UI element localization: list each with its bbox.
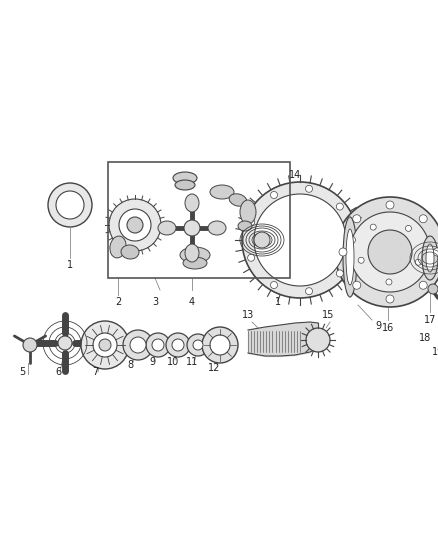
Circle shape [93,333,117,357]
Ellipse shape [121,245,139,259]
Text: 3: 3 [152,297,158,307]
Text: 15: 15 [322,310,334,320]
Circle shape [242,182,358,298]
Circle shape [386,201,394,209]
Circle shape [99,339,111,351]
Circle shape [350,212,430,292]
Circle shape [127,217,143,233]
Text: 11: 11 [186,357,198,367]
Circle shape [202,327,238,363]
Circle shape [386,279,392,285]
Text: 1: 1 [67,260,73,270]
Ellipse shape [173,172,197,184]
Circle shape [358,257,364,263]
Ellipse shape [210,185,234,199]
Circle shape [306,288,313,295]
Ellipse shape [343,217,357,297]
Text: 7: 7 [92,367,98,377]
Text: 14: 14 [289,170,301,180]
Text: 2: 2 [115,297,121,307]
Text: 4: 4 [189,297,195,307]
Circle shape [123,330,153,360]
Circle shape [336,270,343,277]
Circle shape [247,254,254,261]
Circle shape [184,220,200,236]
Circle shape [23,338,37,352]
Text: 13: 13 [242,310,254,320]
Circle shape [419,281,427,289]
Ellipse shape [185,244,199,262]
Text: 16: 16 [382,323,394,333]
Ellipse shape [158,221,176,235]
Circle shape [119,209,151,241]
Ellipse shape [346,229,354,285]
Text: 12: 12 [208,363,220,373]
Ellipse shape [208,221,226,235]
Ellipse shape [180,247,210,263]
Bar [108,162,290,278]
Circle shape [370,224,376,230]
Circle shape [335,197,438,307]
Text: 1: 1 [275,297,281,307]
Circle shape [419,215,427,223]
Circle shape [306,328,330,352]
Text: 6: 6 [55,367,61,377]
Circle shape [306,185,313,192]
Ellipse shape [110,236,126,258]
Circle shape [353,281,361,289]
Text: 8: 8 [127,360,133,370]
Circle shape [415,259,421,265]
Circle shape [56,191,84,219]
Ellipse shape [240,200,256,224]
Circle shape [81,321,129,369]
Circle shape [254,232,270,248]
Circle shape [152,339,164,351]
Circle shape [254,194,346,286]
Circle shape [406,225,411,231]
Circle shape [433,248,438,256]
Circle shape [428,284,438,294]
Circle shape [172,339,184,351]
Circle shape [368,230,412,274]
Circle shape [339,248,347,256]
Ellipse shape [238,221,252,231]
Ellipse shape [422,236,438,280]
Circle shape [336,203,343,210]
Circle shape [247,219,254,225]
Circle shape [58,336,72,350]
Circle shape [210,335,230,355]
Text: 17: 17 [424,315,436,325]
Circle shape [166,333,190,357]
Text: 9: 9 [375,321,381,331]
Ellipse shape [185,194,199,212]
Text: 18: 18 [419,333,431,343]
Text: 10: 10 [167,357,179,367]
Text: 9: 9 [149,357,155,367]
Circle shape [193,340,203,350]
Circle shape [146,333,170,357]
Ellipse shape [183,257,207,269]
Circle shape [386,295,394,303]
Ellipse shape [426,244,434,272]
Circle shape [48,183,92,227]
Circle shape [187,334,209,356]
Circle shape [271,281,278,288]
Ellipse shape [175,180,195,190]
Circle shape [353,215,361,223]
Ellipse shape [229,194,247,206]
Circle shape [349,237,356,244]
Circle shape [271,191,278,198]
Circle shape [109,199,161,251]
Text: 5: 5 [19,367,25,377]
Circle shape [130,337,146,353]
Text: 19: 19 [432,347,438,357]
